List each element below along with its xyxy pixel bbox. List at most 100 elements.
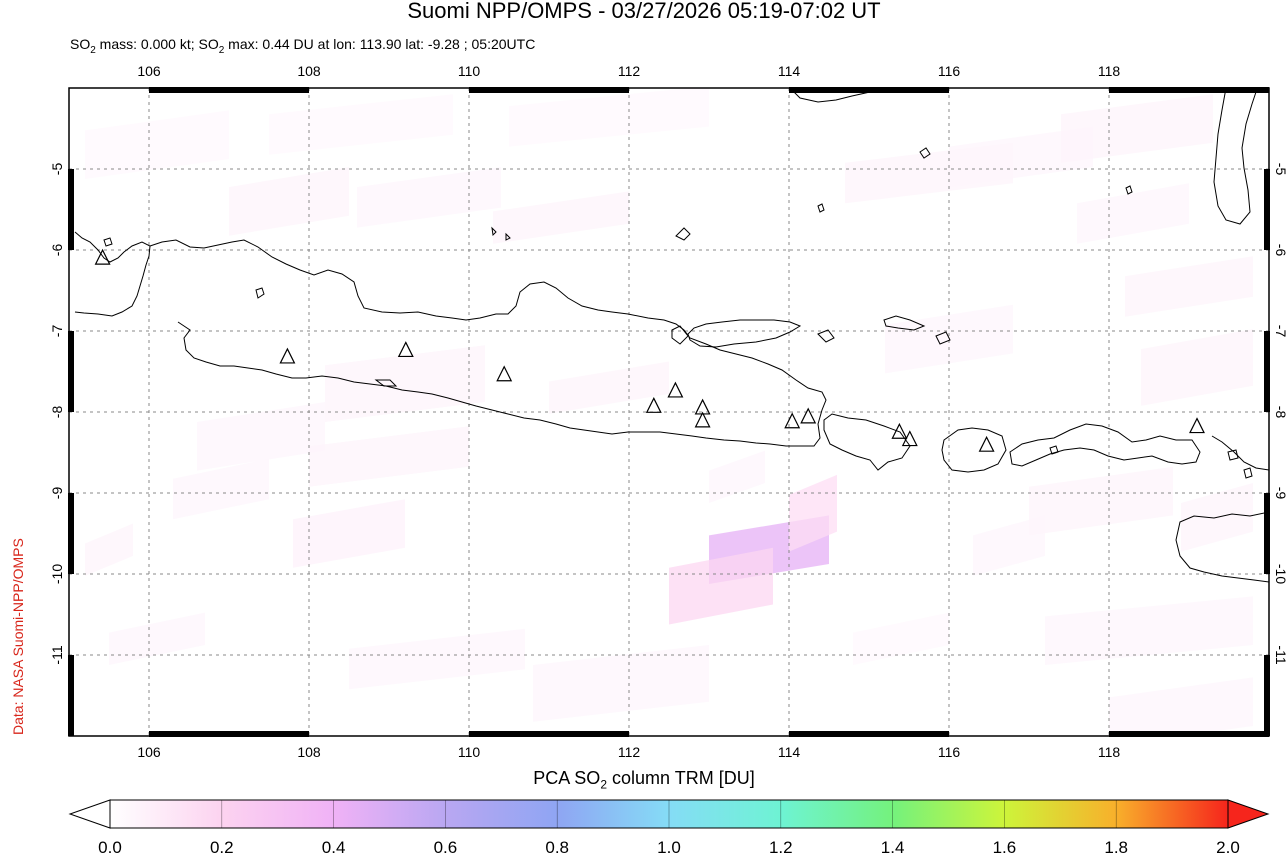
lon-tick-label-top: 116: [938, 63, 961, 79]
coastline-sulawesi: [1213, 88, 1261, 225]
frame-bar-top: [469, 87, 629, 93]
lon-tick-label-top: 108: [297, 63, 321, 79]
frame-bar-bottom: [469, 731, 629, 737]
lon-tick-label-top: 114: [778, 63, 801, 79]
lat-tick-label-left: -8: [49, 406, 65, 419]
so2-cell: [1109, 677, 1253, 736]
lat-tick-label-left: -9: [49, 487, 65, 500]
coastline-small-isle: [1227, 449, 1239, 461]
subtitle-part: max: 0.44 DU at lon: 113.90 lat: -9.28 ;…: [224, 36, 536, 52]
subtitle-part: mass: 0.000 kt; SO: [95, 36, 219, 52]
coastline-small-isle: [103, 237, 113, 247]
coastline-small-isle: [817, 203, 825, 213]
subscript: 2: [90, 44, 96, 56]
coastline-bali: [823, 413, 911, 471]
frame-bar-bottom: [789, 731, 949, 737]
lat-tick-label-right: -6: [1273, 244, 1288, 257]
colorbar-title: PCA SO2 column TRM [DU]: [0, 768, 1288, 792]
map-subtitle: SO2 mass: 0.000 kt; SO2 max: 0.44 DU at …: [70, 36, 535, 56]
volcano-markers: [94, 248, 1205, 452]
triangle-icon: [667, 381, 684, 398]
so2-cell: [853, 612, 949, 665]
colorbar-tick-label: 0.2: [210, 838, 234, 855]
so2-cell: [549, 361, 669, 414]
so2-cell: [1141, 329, 1253, 406]
colorbar: 0.0 0.2 0.4 0.6 0.8 1.0 1.2 1.4 1.6 1.8 2.0: [68, 799, 1270, 855]
coastline-small-isle: [817, 329, 835, 343]
so2-cells-layer: [85, 88, 1253, 736]
frame-bar-left: [68, 493, 74, 574]
lat-tick-label-right: -9: [1273, 487, 1288, 500]
so2-cell: [229, 167, 349, 236]
colorbar-tick-label: 0.0: [98, 838, 122, 855]
lat-tick-label-left: -11: [49, 645, 65, 664]
lon-tick-label-bottom: 116: [938, 744, 961, 760]
coastline-small-isle: [255, 287, 265, 299]
coastline-small-isle: [1125, 185, 1133, 195]
so2-cell: [709, 450, 765, 503]
so2-cell: [1045, 596, 1253, 665]
colorbar-tick-label: 1.4: [881, 838, 905, 855]
triangle-icon: [694, 411, 711, 428]
lat-tick-label-left: -10: [49, 564, 65, 584]
subscript: 2: [600, 777, 607, 792]
lon-tick-label-top: 110: [458, 63, 481, 79]
coastline-java: [149, 239, 827, 447]
colorbar-tick-label: 0.8: [545, 838, 569, 855]
so2-cell: [533, 645, 709, 722]
colorbar-tick-label: 0.6: [434, 838, 458, 855]
so2-cell: [293, 499, 405, 568]
coastline-small-isle: [1243, 467, 1253, 479]
triangle-icon: [891, 422, 908, 439]
lon-tick-label-bottom: 114: [778, 744, 801, 760]
so2-cell: [1077, 183, 1189, 244]
lat-tick-label-right: -8: [1273, 406, 1288, 419]
lat-tick-label-left: -6: [49, 244, 65, 257]
frame-bar-left: [68, 331, 74, 412]
so2-cell: [949, 126, 1093, 188]
triangle-icon: [496, 365, 513, 382]
lon-tick-label-top: 112: [618, 63, 641, 79]
map-frame-bars: [68, 87, 1270, 737]
triangle-icon: [397, 341, 414, 358]
so2-cell: [173, 458, 269, 520]
so2-cell: [85, 523, 133, 576]
frame-bar-left: [68, 655, 74, 736]
lat-tick-label-left: -5: [49, 163, 65, 176]
lat-tick-label-left: -7: [49, 325, 65, 338]
colorbar-title-part: column TRM [DU]: [607, 768, 755, 788]
lat-tick-label-right: -5: [1273, 163, 1288, 176]
coastline-small-isle: [1049, 445, 1059, 455]
lon-tick-label-bottom: 108: [297, 744, 321, 760]
triangle-icon: [978, 435, 995, 452]
coastline-madura: [687, 319, 802, 348]
so2-cell: [789, 474, 837, 552]
so2-cell: [1029, 466, 1173, 536]
frame-bar-top: [1109, 87, 1269, 93]
coastline-karimunjawa: [491, 226, 511, 241]
coastline-layer: [74, 88, 1269, 583]
coastline-kangean: [883, 315, 926, 331]
lon-tick-label-top: 118: [1098, 63, 1121, 79]
subscript: 2: [218, 44, 225, 56]
so2-cell: [669, 547, 773, 625]
colorbar-min-arrow: [68, 799, 111, 829]
colorbar-tick-label: 0.4: [322, 838, 346, 855]
frame-bar-left: [68, 169, 74, 250]
so2-cell: [269, 94, 453, 155]
triangle-icon: [800, 407, 817, 424]
frame-bar-bottom: [1109, 731, 1269, 737]
lon-tick-label-top: 106: [137, 63, 161, 79]
map-title: Suomi NPP/OMPS - 03/27/2026 05:19-07:02 …: [407, 0, 881, 23]
frame-bar-right: [1264, 655, 1270, 736]
triangle-icon: [784, 412, 801, 429]
triangle-icon: [1189, 417, 1205, 434]
colorbar-title-part: PCA SO: [533, 768, 601, 788]
coastline-sumbawa: [1009, 423, 1201, 467]
lat-tick-label-right: -10: [1273, 564, 1288, 584]
triangle-icon: [645, 396, 662, 413]
frame-bar-top: [789, 87, 949, 93]
coastline-small-isle: [935, 331, 951, 345]
frame-bar-top: [149, 87, 309, 93]
colorbar-tick-label: 1.2: [769, 838, 793, 855]
